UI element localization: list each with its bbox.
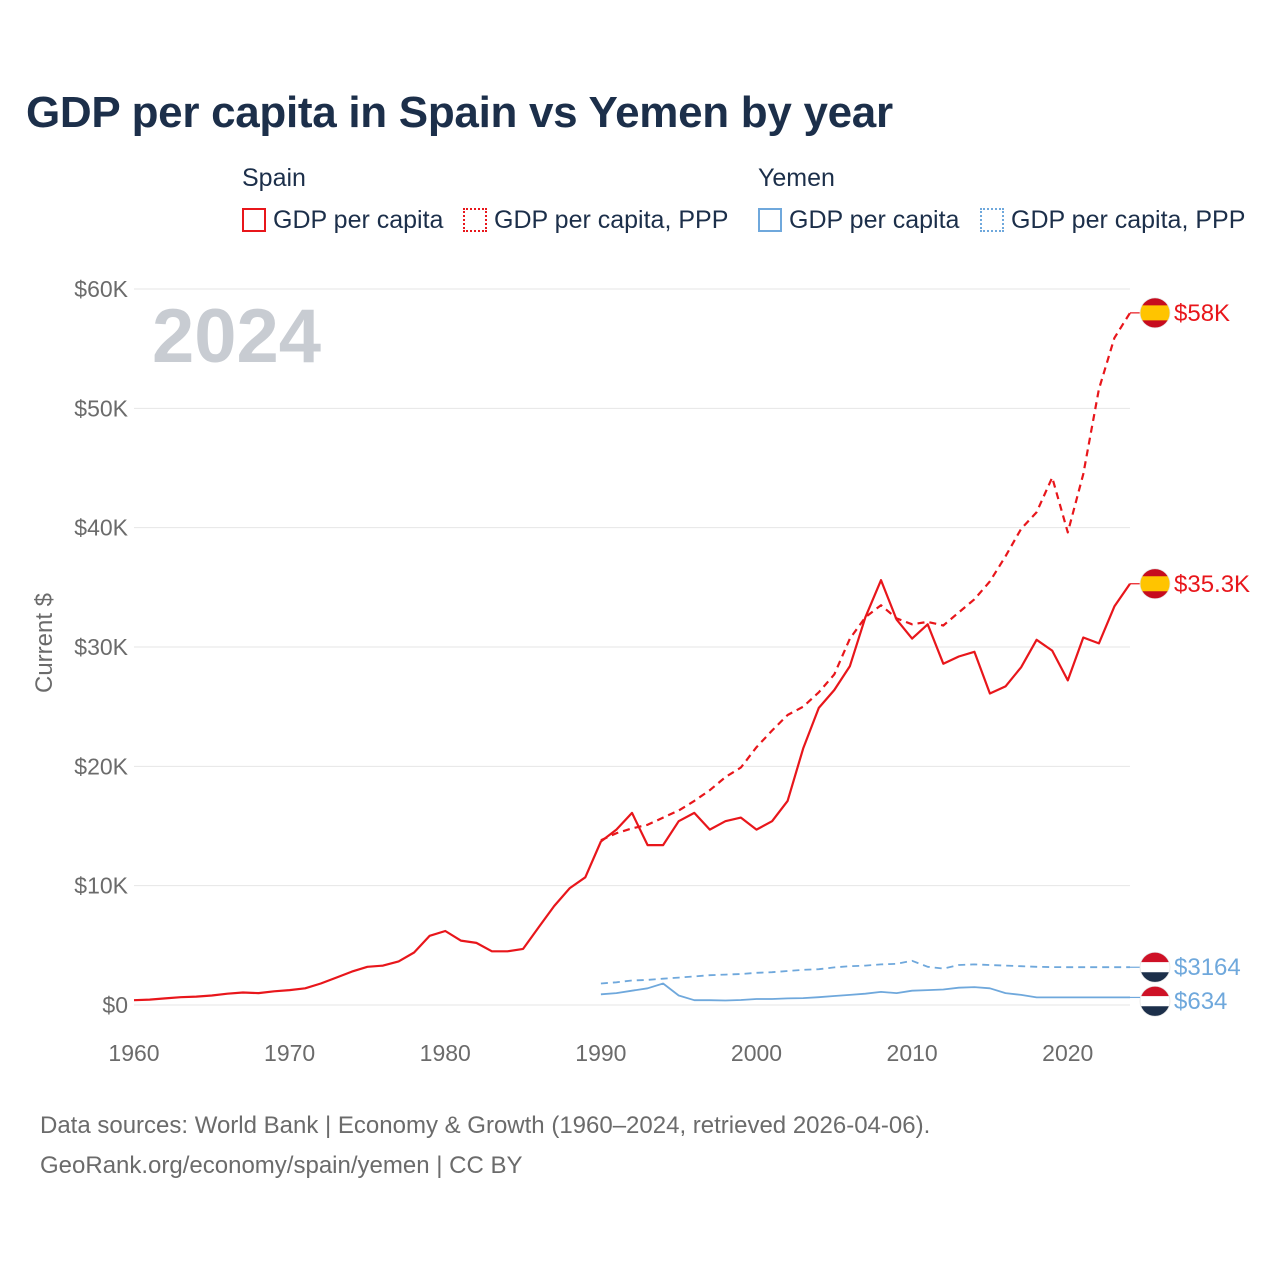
legend-label: GDP per capita, PPP (494, 205, 729, 234)
x-tick-label: 1980 (420, 1040, 471, 1066)
y-tick-label: $0 (102, 992, 128, 1018)
x-tick-label: 1990 (575, 1040, 626, 1066)
end-value-label: $35.3K (1174, 571, 1250, 598)
y-tick-label: $10K (74, 873, 128, 899)
axes: Current $ $0 $10K $20K $30K $40K $50K $60K 1960… (31, 276, 1093, 1066)
spain-flag-icon (1139, 297, 1171, 329)
end-value-label: $3164 (1174, 954, 1241, 981)
end-value-label: $634 (1174, 988, 1227, 1015)
source-line: Data sources: World Bank | Economy & Gro… (40, 1112, 931, 1139)
series-line-yemen-gdp-per-capita-ppp[interactable] (600, 959, 1130, 985)
y-axis-label: Current $ (31, 593, 58, 693)
legend-label: GDP per capita, PPP (1011, 205, 1246, 234)
legend-group-yemen: Yemen (758, 164, 835, 192)
legend-group-spain: Spain (242, 164, 306, 192)
yemen-flag-icon (1139, 951, 1171, 983)
x-tick-label: 1960 (108, 1040, 159, 1066)
y-tick-label: $40K (74, 515, 128, 541)
y-tick-label: $20K (74, 753, 128, 779)
series-line-spain-gdp-per-capita-ppp[interactable] (600, 312, 1131, 842)
y-tick-label: $30K (74, 634, 128, 660)
end-markers: $58K $35.3K $3164 $634 (1130, 297, 1250, 1017)
year-watermark: 2024 (152, 294, 321, 379)
legend-swatch-dotted-icon (463, 208, 487, 232)
x-tick-label: 2010 (887, 1040, 938, 1066)
source-note: Data sources: World Bank | Economy & Gro… (40, 1106, 930, 1186)
y-tick-label: $50K (74, 395, 128, 421)
series (133, 312, 1131, 1002)
legend-item-yemen-gdp-ppp[interactable]: GDP per capita, PPP (980, 205, 1245, 235)
legend-label: GDP per capita (789, 205, 960, 234)
source-link[interactable]: GeoRank.org/economy/spain/yemen | CC BY (40, 1152, 523, 1179)
legend-item-spain-gdp-ppp[interactable]: GDP per capita, PPP (463, 205, 728, 235)
legend-swatch-solid-icon (242, 208, 266, 232)
x-tick-label: 1970 (264, 1040, 315, 1066)
legend-swatch-solid-icon (758, 208, 782, 232)
grid-lines (134, 288, 1130, 1006)
end-value-label: $58K (1174, 300, 1230, 327)
y-tick-label: $60K (74, 276, 128, 302)
legend-item-spain-gdp[interactable]: GDP per capita (242, 205, 443, 235)
legend-label: GDP per capita (273, 205, 444, 234)
legend-swatch-dotted-icon (980, 208, 1004, 232)
series-line-yemen-gdp-per-capita[interactable] (600, 982, 1130, 1002)
chart-title: GDP per capita in Spain vs Yemen by year (26, 88, 893, 137)
legend-item-yemen-gdp[interactable]: GDP per capita (758, 205, 959, 235)
yemen-flag-icon (1139, 985, 1171, 1017)
spain-flag-icon (1139, 568, 1171, 600)
x-tick-label: 2020 (1042, 1040, 1093, 1066)
series-line-spain-gdp-per-capita[interactable] (133, 579, 1131, 1002)
x-tick-label: 2000 (731, 1040, 782, 1066)
